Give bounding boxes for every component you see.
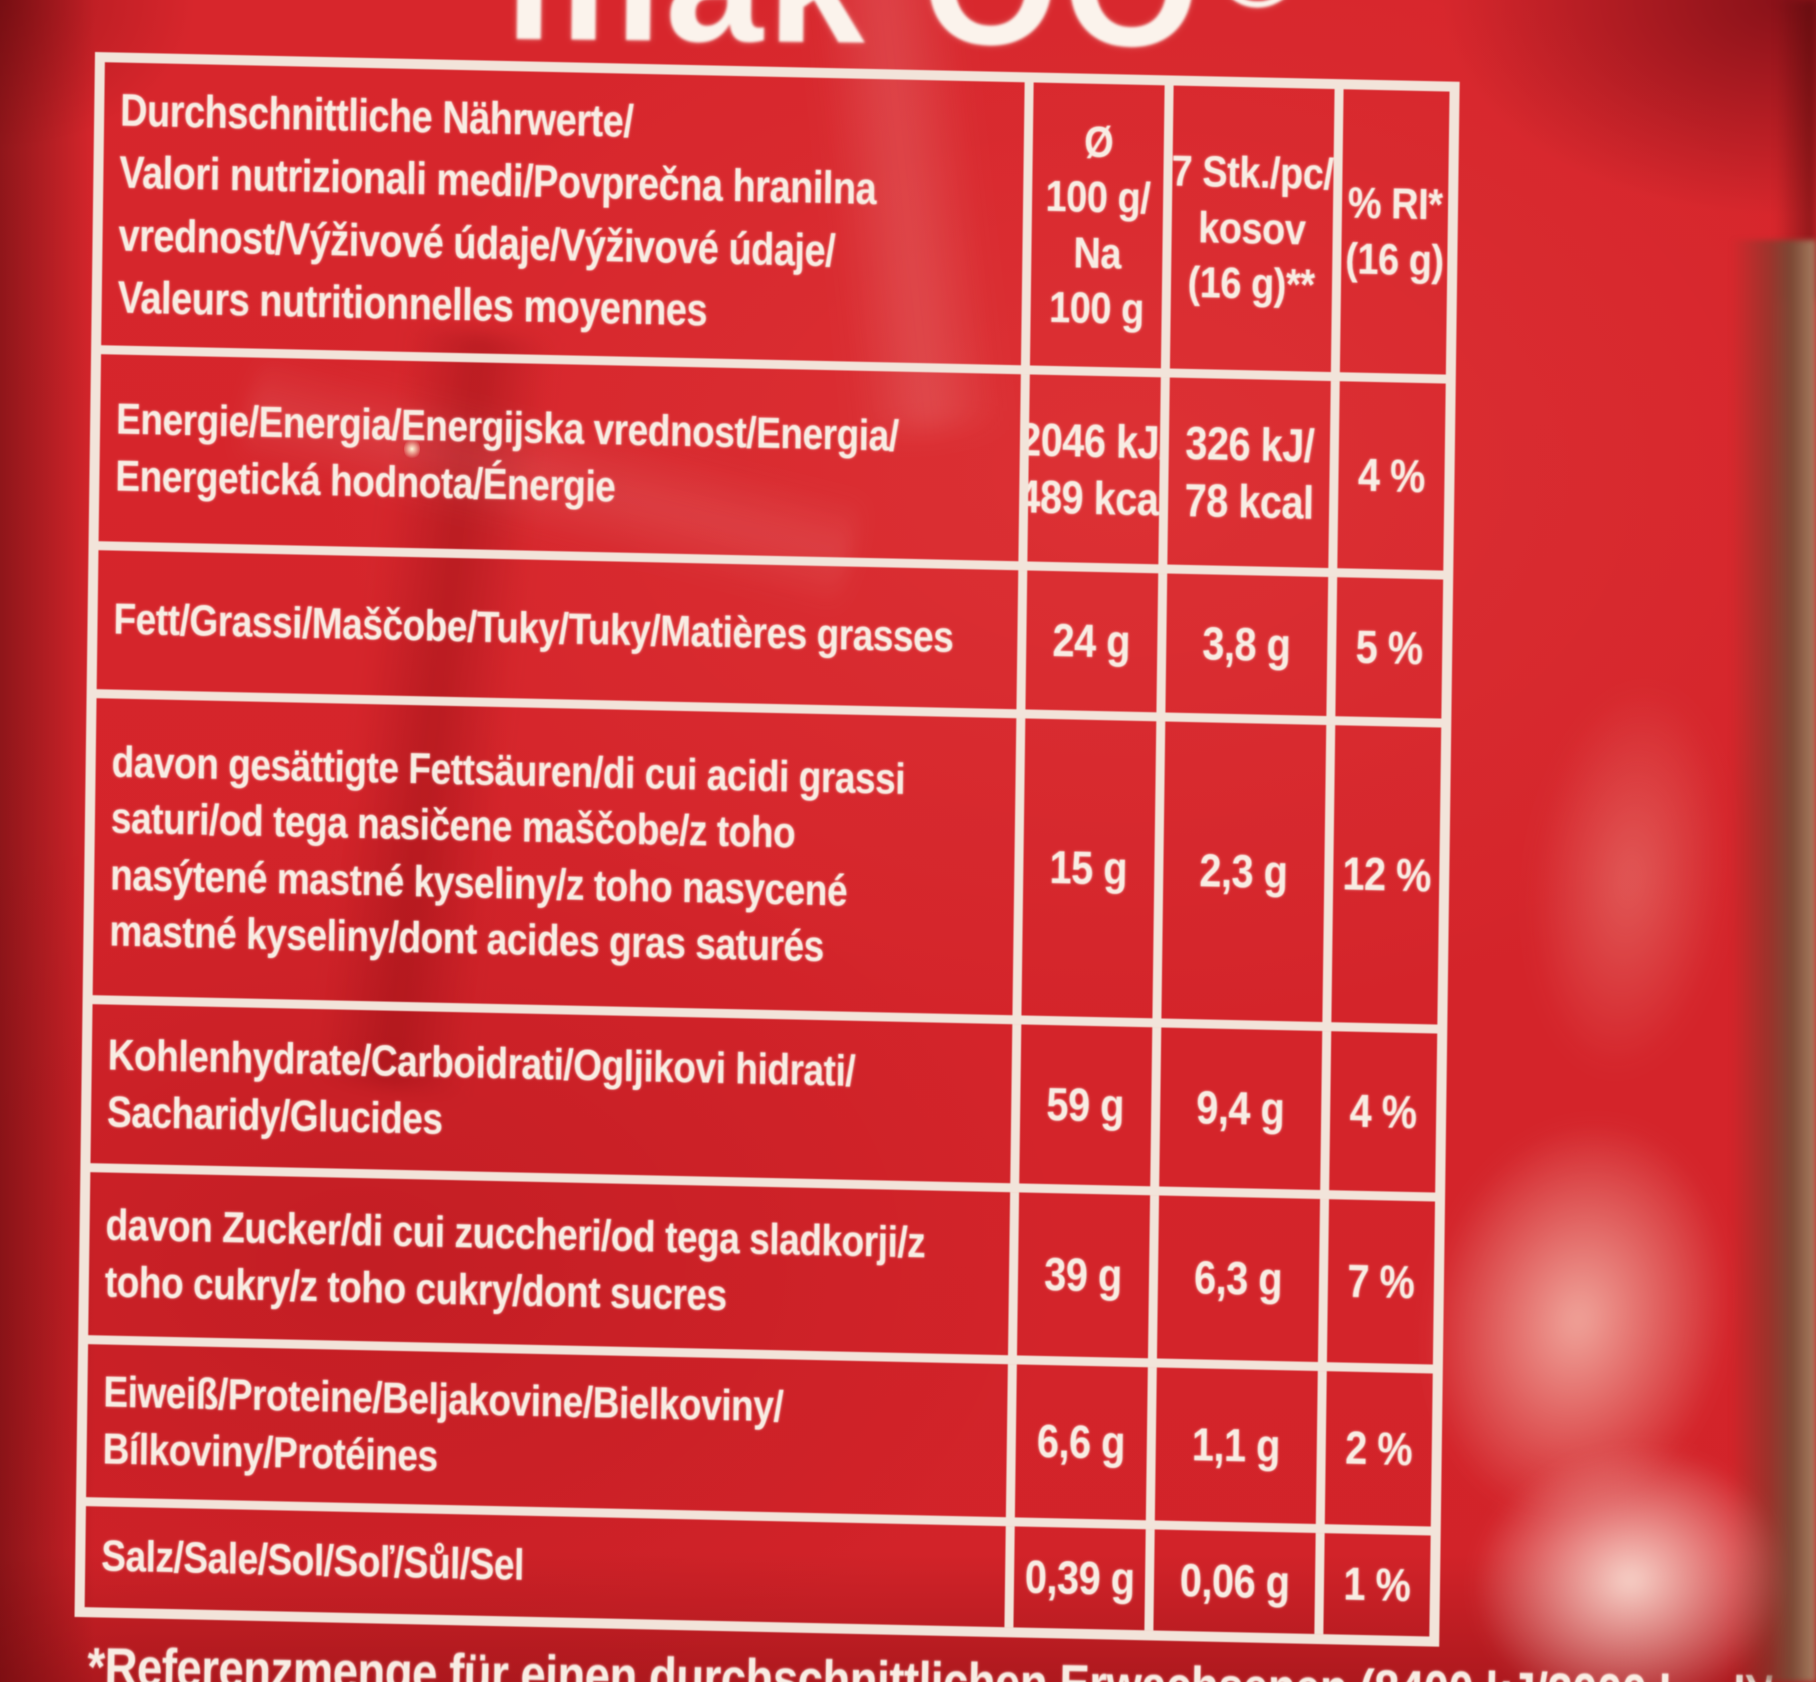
row-sugar-per100-cell: 39 g: [1007, 1192, 1151, 1368]
left-vignette: [0, 0, 95, 1682]
nutrition-table-wrap: Durchschnittliche Nährwerte/ Valori nutr…: [74, 52, 1460, 1647]
row-carbs-per100-cell: 59 g: [1010, 1024, 1153, 1196]
row-sugar-piece-cell: 6,3 g: [1147, 1195, 1321, 1371]
top-left-shadow: [0, 0, 300, 260]
row-fat-label-cell: Fett/Grassi/Maščobe/Tuky/Tuky/Matières g…: [96, 550, 1019, 719]
row-salt-piece: 0,06 g: [1179, 1554, 1290, 1609]
row-protein-per100-cell: 6,6 g: [1005, 1364, 1148, 1530]
row-carbs-per100: 59 g: [1046, 1078, 1125, 1133]
row-carbs-label: Kohlenhydrate/Carboidrati/Ogljikovi hidr…: [106, 1030, 856, 1144]
row-energy-per100: 2046 kJ/ 489 kcal: [1018, 413, 1161, 526]
header-per100-text: Ø 100 g/ Na 100 g: [1044, 117, 1151, 334]
header-piece-text: 7 Stk./pc/ kosov (16 g)**: [1171, 146, 1335, 310]
row-salt-piece-cell: 0,06 g: [1144, 1529, 1316, 1634]
row-energy-ri: 4 %: [1357, 449, 1426, 503]
row-carbs-label-cell: Kohlenhydrate/Carboidrati/Ogljikovi hidr…: [90, 1004, 1013, 1193]
row-fat-piece-cell: 3,8 g: [1156, 573, 1329, 726]
header-per100-cell: Ø 100 g/ Na 100 g: [1020, 82, 1165, 378]
row-protein-label: Eiweiß/Proteine/Beljakovine/Bielkoviny/ …: [102, 1367, 784, 1481]
row-energy-piece: 326 kJ/ 78 kcal: [1183, 417, 1315, 529]
row-satfat-piece: 2,3 g: [1199, 844, 1289, 899]
row-fat-ri-cell: 5 %: [1326, 577, 1444, 728]
nutrition-table: Durchschnittliche Nährwerte/ Valori nutr…: [74, 52, 1460, 1647]
header-ri-cell: % RI* (16 g): [1330, 89, 1450, 384]
row-satfat-ri: 12 %: [1341, 847, 1431, 902]
row-sugar-label-cell: davon Zucker/di cui zuccheri/od tega sla…: [88, 1172, 1011, 1365]
row-satfat-label-cell: davon gesättigte Fettsäuren/di cui acidi…: [92, 698, 1017, 1025]
header-label-cell: Durchschnittliche Nährwerte/ Valori nutr…: [101, 62, 1025, 375]
row-sugar-per100: 39 g: [1044, 1248, 1123, 1303]
row-fat-ri: 5 %: [1355, 621, 1424, 675]
row-satfat-per100: 15 g: [1049, 841, 1128, 896]
row-salt-label-cell: Salz/Sale/Sol/Soľ/Sůl/Sel: [85, 1506, 1006, 1627]
row-protein-piece-cell: 1,1 g: [1145, 1367, 1318, 1533]
row-satfat-label: davon gesättigte Fettsäuren/di cui acidi…: [109, 737, 906, 971]
header-piece-cell: 7 Stk./pc/ kosov (16 g)**: [1160, 85, 1335, 382]
row-protein-piece: 1,1 g: [1191, 1418, 1281, 1473]
top-right-shadow: [1256, 0, 1816, 360]
row-fat-piece: 3,8 g: [1202, 617, 1292, 672]
row-fat-per100: 24 g: [1052, 614, 1131, 669]
row-energy-label-cell: Energie/Energia/Energijska vrednost/Ener…: [98, 354, 1021, 571]
row-energy-piece-cell: 326 kJ/ 78 kcal: [1158, 377, 1331, 578]
row-satfat-per100-cell: 15 g: [1012, 718, 1157, 1028]
registered-trademark-symbol: ®: [1213, 0, 1305, 33]
row-fat-per100-cell: 24 g: [1016, 570, 1159, 722]
row-protein-per100: 6,6 g: [1037, 1415, 1126, 1470]
row-salt-label: Salz/Sale/Sol/Soľ/Sůl/Sel: [100, 1531, 525, 1591]
row-sugar-piece: 6,3 g: [1194, 1251, 1283, 1306]
row-carbs-piece: 9,4 g: [1196, 1081, 1286, 1136]
row-carbs-piece-cell: 9,4 g: [1150, 1027, 1323, 1199]
row-fat-label: Fett/Grassi/Maščobe/Tuky/Tuky/Matières g…: [113, 594, 954, 663]
row-satfat-piece-cell: 2,3 g: [1152, 721, 1327, 1032]
row-salt-per100-cell: 0,39 g: [1004, 1526, 1146, 1631]
header-ri-text: % RI* (16 g): [1344, 178, 1444, 285]
row-sugar-label: davon Zucker/di cui zuccheri/od tega sla…: [104, 1200, 926, 1320]
row-salt-per100: 0,39 g: [1024, 1551, 1135, 1606]
row-energy-per100-cell: 2046 kJ/ 489 kcal: [1018, 374, 1161, 574]
row-energy-label: Energie/Energia/Energijska vrednost/Ener…: [115, 394, 899, 511]
row-energy-ri-cell: 4 %: [1328, 381, 1446, 580]
glare-speck: [404, 438, 420, 460]
row-protein-label-cell: Eiweiß/Proteine/Beljakovine/Bielkoviny/ …: [85, 1344, 1008, 1527]
header-label-text: Durchschnittliche Nährwerte/ Valori nutr…: [117, 84, 877, 336]
row-satfat-ri-cell: 12 %: [1322, 725, 1442, 1034]
